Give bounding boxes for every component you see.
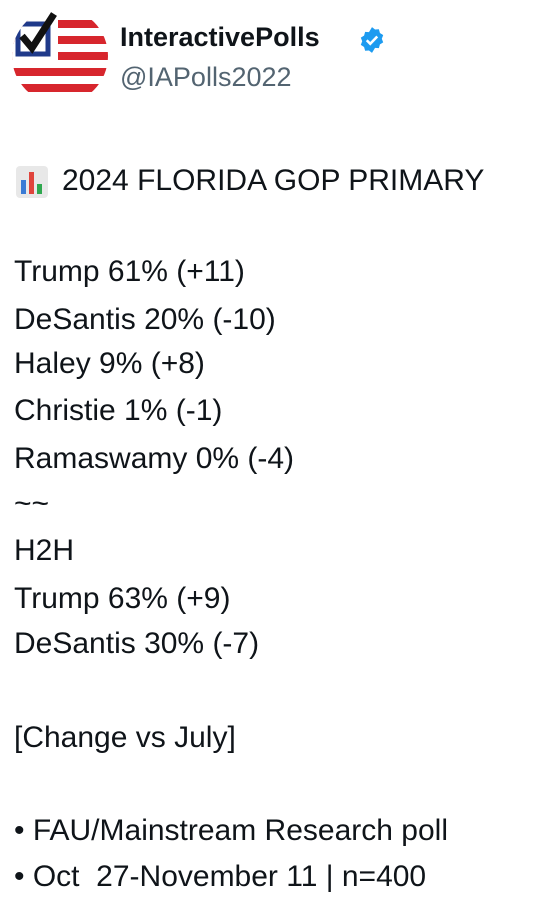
post-line: DeSantis 20% (-10) — [14, 303, 276, 336]
chart-emoji — [16, 166, 48, 198]
post-line: Trump 63% (+9) — [14, 582, 231, 615]
post-line: Haley 9% (+8) — [14, 347, 205, 380]
verified-badge — [360, 27, 384, 53]
post-line: H2H — [14, 534, 75, 567]
post-title: 2024 FLORIDA GOP PRIMARY — [62, 164, 485, 197]
post-bullet: • FAU/Mainstream Research poll — [14, 814, 448, 847]
post-line: ~~ — [14, 487, 50, 520]
post-line: Trump 61% (+11) — [14, 255, 245, 288]
avatar[interactable] — [12, 8, 108, 104]
post-line: Ramaswamy 0% (-4) — [14, 442, 295, 475]
post-line: Christie 1% (-1) — [14, 394, 223, 427]
account-handle[interactable]: @IAPolls2022 — [120, 62, 292, 92]
account-name[interactable]: InteractivePolls — [120, 22, 320, 52]
post-bullet: • Oct 27-November 11 | n=400 — [14, 860, 427, 893]
post-line: DeSantis 30% (-7) — [14, 627, 260, 660]
post-note: [Change vs July] — [14, 721, 236, 754]
